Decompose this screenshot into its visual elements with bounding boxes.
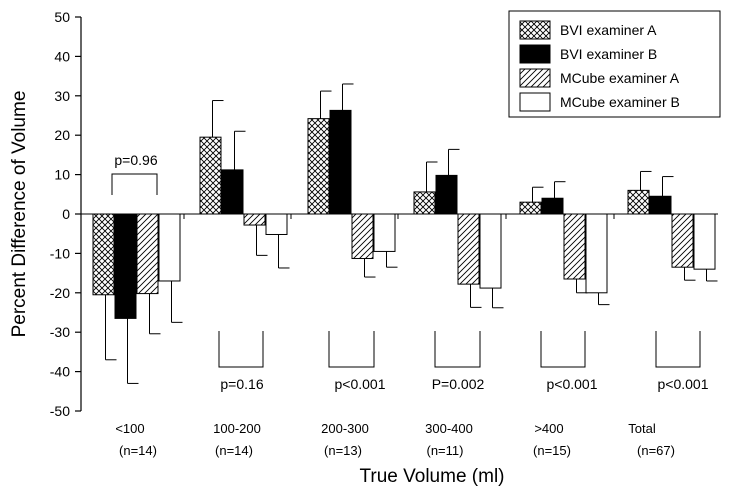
x-tick-label: 200-300 <box>321 421 369 436</box>
x-tick-count: (n=13) <box>324 443 362 458</box>
bar <box>351 213 374 260</box>
bar <box>199 136 222 215</box>
pvalue-bracket <box>218 331 264 368</box>
legend-swatch-mcube-b <box>519 92 551 112</box>
pvalue-label: p<0.001 <box>547 376 598 392</box>
y-tick-label: -10 <box>50 245 70 261</box>
pvalue-bracket <box>328 331 375 368</box>
bar <box>329 109 352 215</box>
bar <box>693 213 716 270</box>
bar <box>243 213 266 226</box>
pvalue-label: p=0.16 <box>220 376 263 392</box>
y-ticks: 50 40 30 20 10 0 -10 -20 -30 -40 -50 <box>50 9 615 419</box>
legend-label: BVI examiner A <box>560 22 657 38</box>
bar <box>114 213 137 319</box>
pvalue-bracket <box>655 331 701 368</box>
legend-swatch-bvi-b <box>519 44 551 64</box>
y-axis-title: Percent Difference of Volume <box>9 91 30 338</box>
bar <box>649 195 672 215</box>
y-tick-label: 0 <box>62 206 70 222</box>
bar <box>627 189 650 215</box>
bar <box>563 213 586 280</box>
x-tick-count: (n=14) <box>215 443 253 458</box>
bar <box>265 213 288 235</box>
y-tick-label: 20 <box>54 127 70 143</box>
x-tick-labels: <100 100-200 200-300 300-400 >400 Total … <box>115 421 675 458</box>
y-tick-label: 50 <box>54 9 70 25</box>
bar <box>479 213 502 289</box>
pvalue-bracket <box>434 331 481 368</box>
x-tick-count: (n=67) <box>637 443 675 458</box>
x-tick-label: Total <box>628 421 656 436</box>
legend-swatch-mcube-a <box>519 68 551 88</box>
x-tick-label: <100 <box>115 421 144 436</box>
legend-label: MCube examiner A <box>560 70 680 86</box>
pvalue-label: P=0.002 <box>432 376 485 392</box>
legend: BVI examiner A BVI examiner B MCube exam… <box>508 10 721 118</box>
bar <box>541 197 564 215</box>
bar <box>221 169 244 215</box>
pvalue-labels: p=0.96 p=0.16 p<0.001 P=0.002 p<0.001 p<… <box>114 152 708 392</box>
x-tick-count: (n=11) <box>427 443 464 458</box>
y-tick-label: -40 <box>50 364 70 380</box>
bar <box>671 213 694 268</box>
bar <box>307 118 330 215</box>
x-tick-count: (n=14) <box>119 443 157 458</box>
legend-label: BVI examiner B <box>560 46 657 62</box>
pvalue-label: p<0.001 <box>658 376 709 392</box>
x-tick-label: >400 <box>534 421 563 436</box>
x-tick-label: 300-400 <box>425 421 473 436</box>
bar <box>92 213 115 296</box>
y-tick-label: -30 <box>50 324 70 340</box>
pvalue-label: p<0.001 <box>335 376 386 392</box>
bar <box>158 213 181 282</box>
bar <box>373 213 396 252</box>
x-tick-label: 100-200 <box>213 421 261 436</box>
bar <box>413 191 436 215</box>
pvalue-brackets <box>111 173 701 368</box>
bar <box>435 174 458 215</box>
bar <box>585 213 608 294</box>
legend-swatch-bvi-a <box>519 20 551 40</box>
y-tick-label: 10 <box>54 167 70 183</box>
bars-group <box>92 83 718 384</box>
pvalue-bracket <box>111 173 158 195</box>
y-tick-label: -50 <box>50 403 70 419</box>
pvalue-bracket <box>540 331 586 368</box>
legend-label: MCube examiner B <box>560 94 680 110</box>
y-tick-label: -20 <box>50 285 70 301</box>
bar <box>457 213 480 285</box>
y-tick-label: 40 <box>54 48 70 64</box>
y-tick-label: 30 <box>54 88 70 104</box>
x-tick-count: (n=15) <box>533 443 571 458</box>
bar <box>519 201 542 215</box>
pvalue-label: p=0.96 <box>114 152 157 168</box>
x-axis-title: True Volume (ml) <box>360 466 505 487</box>
bar <box>136 213 159 295</box>
